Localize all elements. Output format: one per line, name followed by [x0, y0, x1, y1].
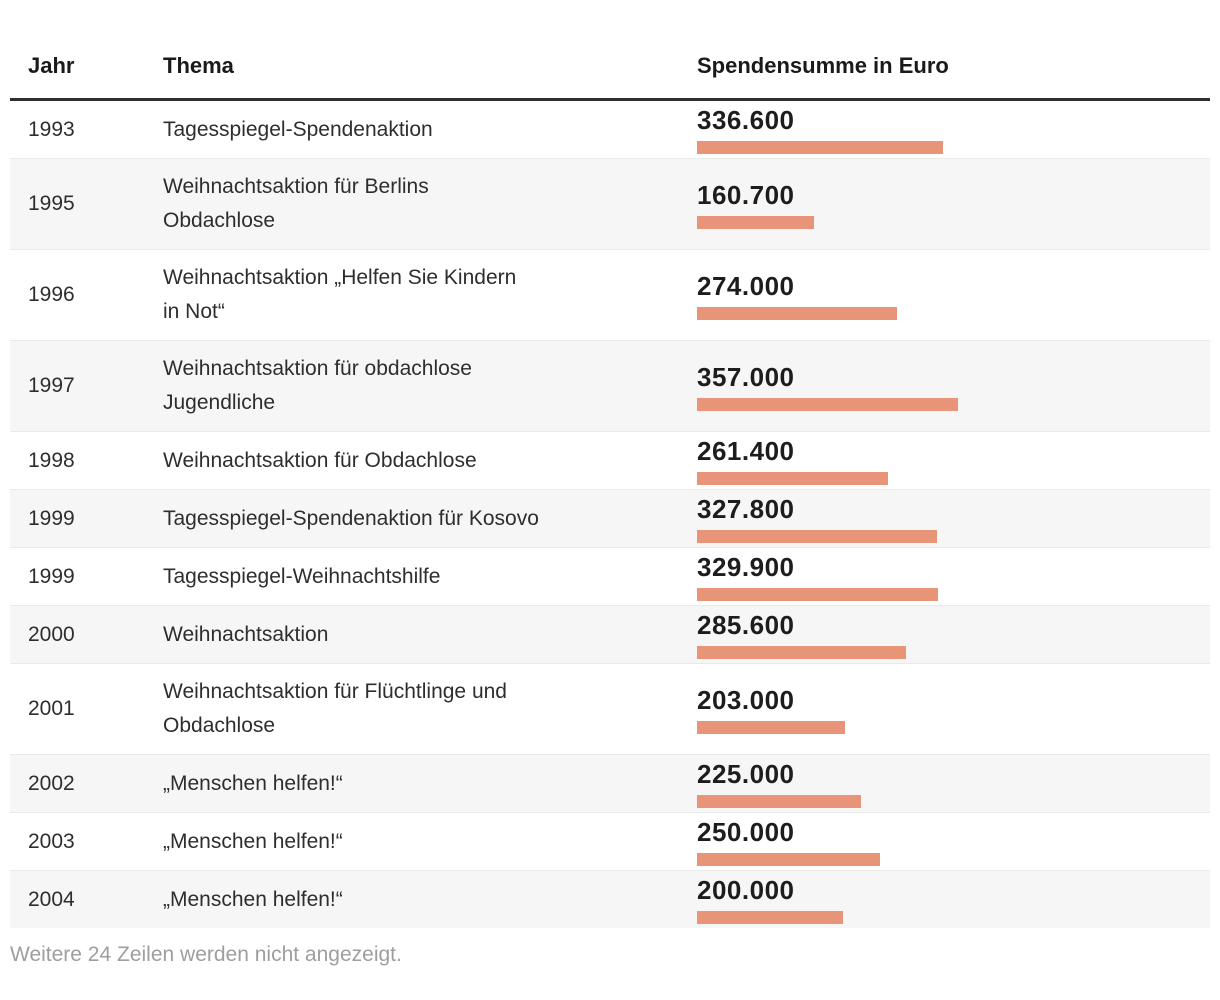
truncation-note: Weitere 24 Zeilen werden nicht angezeigt…: [10, 943, 402, 966]
table-row: 2000 Weihnachtsaktion 285.600: [10, 605, 1210, 663]
column-header-jahr: Jahr: [28, 53, 75, 78]
year-cell: 1998: [28, 448, 75, 472]
value-cell: 274.000: [697, 267, 1210, 324]
year-cell: 2002: [28, 771, 75, 795]
table-row: 2003 „Menschen helfen!“ 250.000: [10, 812, 1210, 870]
value-cell: 160.700: [697, 176, 1210, 233]
year-cell: 2004: [28, 887, 75, 911]
table-header-row: Jahr Thema Spendensumme in Euro: [10, 28, 1210, 101]
column-header-spendensumme: Spendensumme in Euro: [697, 53, 949, 78]
value-label: 285.600: [697, 610, 795, 640]
value-label: 160.700: [697, 179, 795, 210]
value-bar: [697, 720, 845, 734]
year-cell: 1995: [28, 192, 75, 215]
table-row: 1995 Weihnachtsaktion für Berlins Obdach…: [10, 158, 1210, 249]
donation-table: Jahr Thema Spendensumme in Euro 1993 Tag…: [10, 28, 1210, 928]
value-bar: [697, 397, 958, 411]
year-cell: 1996: [28, 283, 75, 306]
value-label: 250.000: [697, 817, 795, 847]
value-bar: [697, 646, 906, 659]
value-bar: [697, 472, 888, 485]
value-label: 200.000: [697, 875, 795, 905]
theme-cell: Tagesspiegel-Spendenaktion für Kosovo: [163, 506, 539, 530]
value-label: 225.000: [697, 759, 795, 789]
year-cell: 1999: [28, 564, 75, 588]
theme-cell: Weihnachtsaktion für obdachlose Jugendli…: [163, 357, 472, 414]
value-label: 261.400: [697, 436, 795, 466]
table-row: 1996 Weihnachtsaktion „Helfen Sie Kinder…: [10, 249, 1210, 340]
value-cell: 336.600: [697, 101, 1210, 158]
value-bar: [697, 306, 897, 320]
year-cell: 1999: [28, 506, 75, 530]
table-body: 1993 Tagesspiegel-Spendenaktion 336.600 …: [10, 101, 1210, 928]
theme-cell: Weihnachtsaktion für Flüchtlinge und Obd…: [163, 680, 507, 737]
year-cell: 2000: [28, 622, 75, 646]
table-row: 1999 Tagesspiegel-Weihnachtshilfe 329.90…: [10, 547, 1210, 605]
table-row: 2001 Weihnachtsaktion für Flüchtlinge un…: [10, 663, 1210, 754]
theme-cell: „Menschen helfen!“: [163, 829, 343, 853]
value-label: 357.000: [697, 361, 795, 392]
value-cell: 285.600: [697, 606, 1210, 663]
value-bar: [697, 853, 880, 866]
value-cell: 357.000: [697, 358, 1210, 415]
theme-cell: „Menschen helfen!“: [163, 771, 343, 795]
table-row: 1993 Tagesspiegel-Spendenaktion 336.600: [10, 101, 1210, 158]
value-label: 327.800: [697, 494, 795, 524]
value-cell: 200.000: [697, 871, 1210, 928]
value-cell: 250.000: [697, 813, 1210, 870]
value-bar: [697, 588, 938, 601]
theme-cell: Weihnachtsaktion für Berlins Obdachlose: [163, 175, 429, 232]
value-cell: 203.000: [697, 681, 1210, 738]
value-label: 274.000: [697, 270, 795, 301]
value-bar: [697, 215, 814, 229]
table-row: 1997 Weihnachtsaktion für obdachlose Jug…: [10, 340, 1210, 431]
value-cell: 261.400: [697, 432, 1210, 489]
column-header-thema: Thema: [163, 53, 234, 78]
table-row: 1998 Weihnachtsaktion für Obdachlose 261…: [10, 431, 1210, 489]
year-cell: 2001: [28, 697, 75, 720]
value-bar: [697, 530, 937, 543]
theme-cell: Tagesspiegel-Weihnachtshilfe: [163, 564, 441, 588]
value-bar: [697, 795, 861, 808]
value-cell: 327.800: [697, 490, 1210, 547]
value-label: 336.600: [697, 105, 795, 135]
theme-cell: Weihnachtsaktion „Helfen Sie Kindern in …: [163, 266, 517, 323]
value-cell: 225.000: [697, 755, 1210, 812]
value-label: 203.000: [697, 684, 795, 715]
theme-cell: Weihnachtsaktion: [163, 622, 329, 646]
year-cell: 1997: [28, 374, 75, 397]
value-bar: [697, 911, 843, 924]
table-row: 2004 „Menschen helfen!“ 200.000: [10, 870, 1210, 928]
theme-cell: Tagesspiegel-Spendenaktion: [163, 117, 433, 141]
value-bar: [697, 141, 943, 154]
theme-cell: „Menschen helfen!“: [163, 887, 343, 911]
table-row: 2002 „Menschen helfen!“ 225.000: [10, 754, 1210, 812]
value-cell: 329.900: [697, 548, 1210, 605]
value-label: 329.900: [697, 552, 795, 582]
theme-cell: Weihnachtsaktion für Obdachlose: [163, 448, 477, 472]
table-row: 1999 Tagesspiegel-Spendenaktion für Koso…: [10, 489, 1210, 547]
year-cell: 2003: [28, 829, 75, 853]
year-cell: 1993: [28, 117, 75, 141]
